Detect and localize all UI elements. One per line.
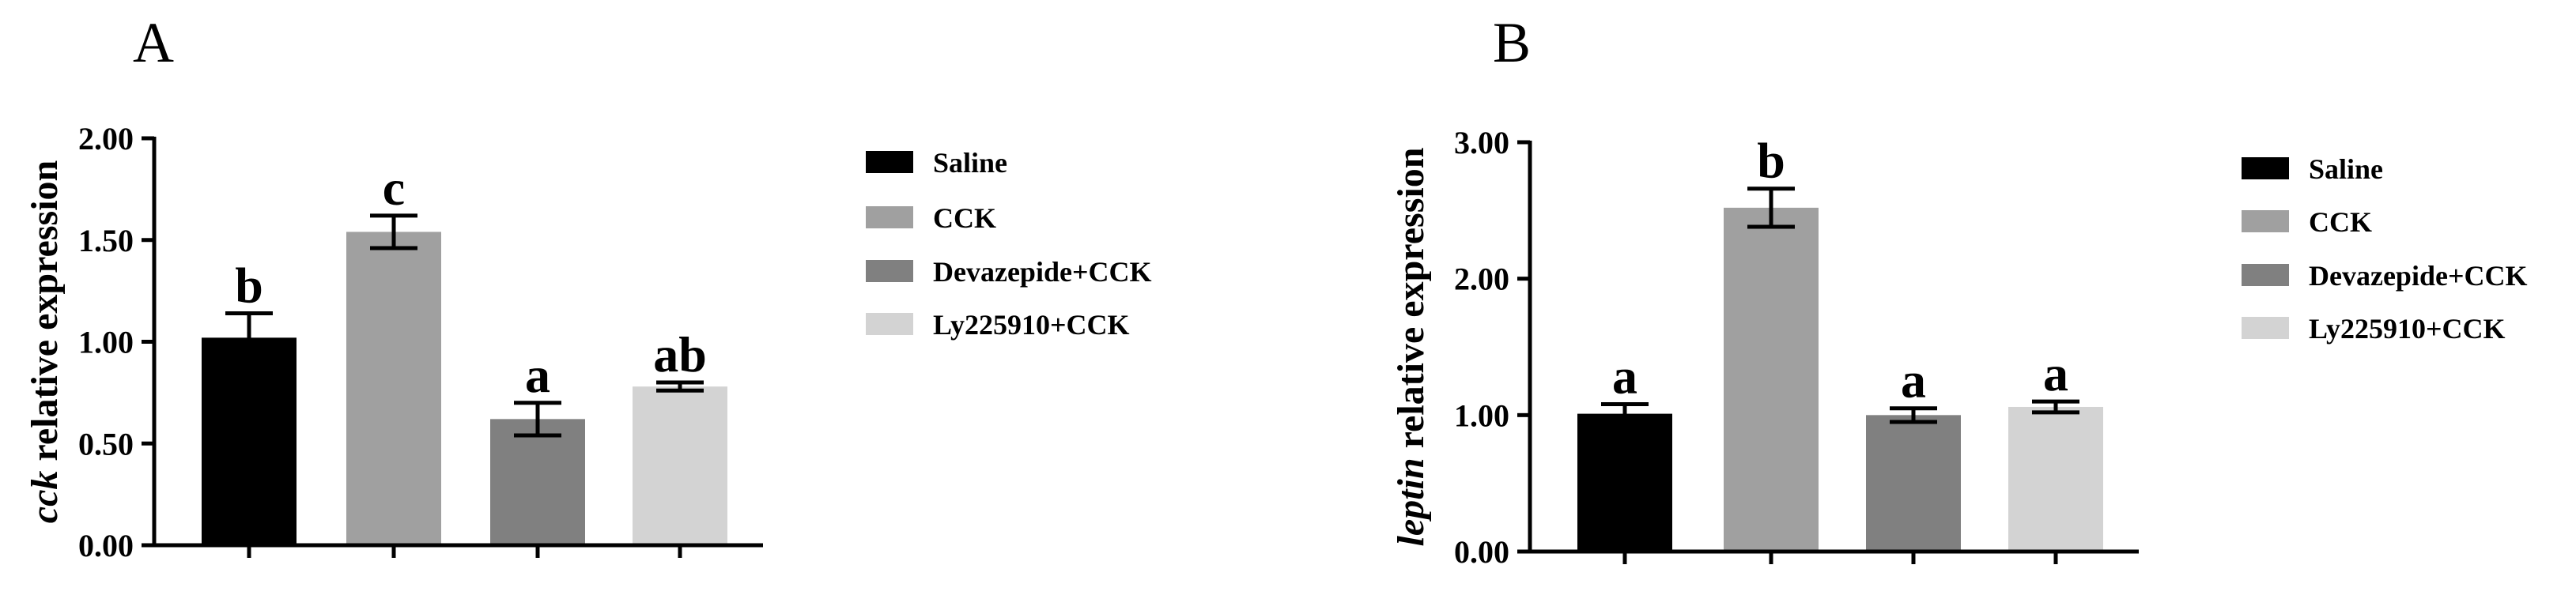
y-axis-label: cck relative expression bbox=[24, 160, 66, 523]
legend-swatch bbox=[866, 260, 913, 282]
y-tick-label: 1.00 bbox=[1454, 397, 1509, 433]
legend-swatch bbox=[2242, 210, 2289, 232]
bar bbox=[490, 419, 585, 545]
y-tick-label: 0.00 bbox=[78, 528, 134, 563]
legend-label: CCK bbox=[2309, 206, 2372, 238]
legend-label: Devazepide+CCK bbox=[2309, 260, 2527, 292]
legend-label: CCK bbox=[933, 202, 996, 234]
significance-label: a bbox=[1901, 352, 1926, 409]
legend-label: Ly225910+CCK bbox=[933, 309, 1130, 341]
bar bbox=[633, 386, 727, 545]
legend-swatch bbox=[866, 313, 913, 335]
y-tick-label: 0.00 bbox=[1454, 534, 1509, 570]
legend-swatch bbox=[2242, 317, 2289, 339]
bar bbox=[1724, 207, 1819, 552]
y-tick-label: 1.50 bbox=[78, 223, 134, 258]
legend-label: Saline bbox=[2309, 153, 2383, 185]
bar bbox=[1577, 413, 1672, 552]
y-tick-label: 1.00 bbox=[78, 325, 134, 360]
legend-swatch bbox=[2242, 264, 2289, 286]
panel-label: A bbox=[133, 11, 174, 74]
significance-label: a bbox=[2043, 345, 2068, 401]
y-axis-label-gene: cck bbox=[24, 471, 66, 524]
y-tick-label: 2.00 bbox=[78, 121, 134, 156]
y-tick-label: 3.00 bbox=[1454, 125, 1509, 160]
legend-label: Saline bbox=[933, 147, 1007, 179]
chart-panel-b: B 0.00 1.00 2.00 3.00 leptin relative express… bbox=[1390, 11, 2527, 570]
legend-swatch bbox=[2242, 157, 2289, 179]
bar bbox=[346, 232, 441, 545]
bar bbox=[1866, 415, 1961, 552]
significance-label: b bbox=[1757, 133, 1785, 189]
significance-label: a bbox=[1612, 348, 1637, 405]
chart-panel-a: A 0.00 0.50 1.00 1.50 2.00 cck relative expres… bbox=[24, 11, 1151, 563]
y-axis-label-text: relative expression bbox=[1390, 148, 1432, 458]
y-tick-label: 2.00 bbox=[1454, 262, 1509, 297]
legend-label: Ly225910+CCK bbox=[2309, 313, 2506, 345]
panel-label: B bbox=[1493, 11, 1531, 74]
bar bbox=[2008, 406, 2103, 552]
y-axis-label-text: relative expression bbox=[24, 160, 66, 471]
legend-swatch bbox=[866, 206, 913, 228]
legend-label: Devazepide+CCK bbox=[933, 256, 1151, 288]
legend-swatch bbox=[866, 151, 913, 173]
significance-label: c bbox=[383, 160, 405, 216]
significance-label: ab bbox=[653, 326, 707, 382]
y-axis-label: leptin relative expression bbox=[1390, 148, 1432, 547]
y-axis-label-gene: leptin bbox=[1390, 458, 1432, 546]
bar bbox=[202, 337, 297, 545]
significance-label: a bbox=[525, 347, 550, 403]
significance-label: b bbox=[235, 257, 263, 313]
y-tick-label: 0.50 bbox=[78, 426, 134, 461]
